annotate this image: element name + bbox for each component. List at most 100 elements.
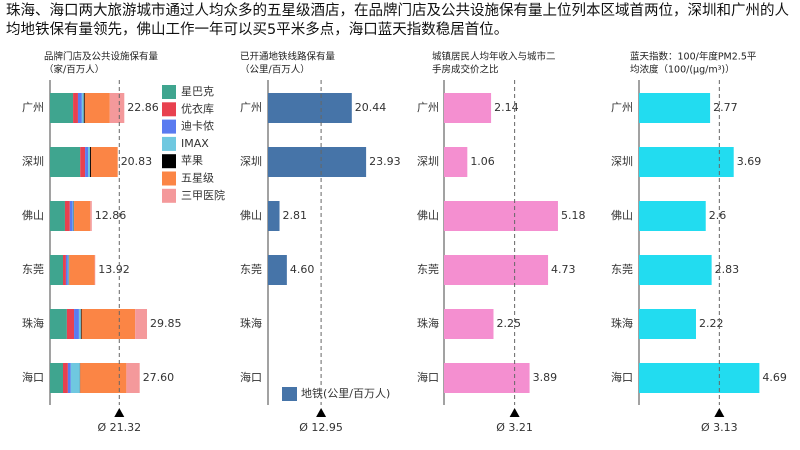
category-label: 深圳 (417, 155, 439, 168)
value-label: 4.73 (551, 263, 576, 276)
page-title: 珠海、海口两大旅游城市通过人均众多的五星级酒店，在品牌门店及公共设施保有量上位列… (6, 3, 789, 38)
total-label: 29.85 (150, 317, 182, 330)
bar-segment (50, 93, 74, 123)
category-label: 深圳 (240, 155, 262, 168)
bar (444, 309, 494, 339)
bar (444, 201, 558, 231)
category-label: 珠海 (22, 316, 44, 330)
panel-title: （家/百万人） (44, 64, 104, 76)
total-label: 20.83 (121, 155, 153, 168)
category-label: 海口 (240, 370, 262, 384)
legend-label: 星巴克 (181, 85, 214, 98)
category-label: 深圳 (611, 155, 633, 168)
mean-label: Ø 21.32 (97, 421, 141, 434)
total-label: 27.60 (143, 371, 175, 384)
bar-segment (84, 93, 110, 123)
legend-swatch (162, 171, 176, 186)
bar (444, 363, 530, 393)
category-label: 珠海 (611, 316, 633, 330)
legend-swatch (282, 387, 297, 401)
bar-segment (80, 147, 86, 177)
mean-marker (114, 408, 125, 417)
bar-segment (74, 201, 91, 231)
legend-swatch (162, 188, 176, 203)
legend-label: 五星级 (181, 172, 214, 185)
value-label: 5.18 (561, 209, 586, 222)
category-label: 广州 (417, 101, 439, 114)
bar (268, 147, 367, 177)
panel-title: 蓝天指数：100/年度PM2.5平 (630, 51, 757, 63)
bar-segment (80, 363, 127, 393)
total-label: 13.92 (98, 263, 129, 276)
bar (444, 147, 468, 177)
bar (639, 309, 696, 339)
legend-swatch (162, 136, 176, 151)
bar (444, 93, 492, 123)
panel-title: 均浓度（100/(μg/m³)） (630, 64, 735, 76)
bar (444, 255, 549, 285)
value-label: 23.93 (369, 155, 401, 168)
bar-segment (50, 201, 65, 231)
category-label: 海口 (417, 370, 439, 384)
legend-label: IMAX (181, 137, 209, 150)
category-label: 广州 (611, 101, 633, 114)
bar (639, 255, 712, 285)
category-label: 东莞 (22, 263, 44, 276)
bar-segment (90, 201, 92, 231)
bar-segment (64, 201, 70, 231)
bar-segment (67, 255, 69, 285)
mean-label: Ø 12.95 (299, 421, 343, 434)
category-label: 东莞 (611, 263, 633, 276)
value-label: 2.77 (713, 101, 738, 114)
bar-segment (69, 255, 95, 285)
legend-swatch (162, 119, 176, 134)
bar (268, 255, 287, 285)
legend-label: 优衣库 (181, 101, 214, 115)
value-label: 20.44 (355, 101, 387, 114)
panel-title: （公里/百万人） (240, 64, 310, 76)
bar-segment (63, 255, 66, 285)
bar-segment (94, 255, 96, 285)
bar-segment (126, 363, 140, 393)
bar (639, 147, 734, 177)
mean-label: Ø 3.13 (701, 421, 738, 434)
panel-title: 品牌门店及公共设施保有量 (44, 51, 159, 63)
panel-title: 城镇居民人均年收入与城市二 (432, 51, 556, 63)
mean-marker (714, 408, 725, 417)
legend-label: 迪卡侬 (181, 120, 214, 133)
bar-segment (135, 309, 148, 339)
value-label: 2.14 (494, 101, 518, 114)
value-label: 2.25 (497, 317, 522, 330)
bar-segment (50, 363, 63, 393)
bar-segment (81, 93, 84, 123)
category-label: 佛山 (22, 209, 44, 222)
category-label: 珠海 (240, 316, 262, 330)
bar-segment (70, 363, 80, 393)
category-label: 深圳 (22, 155, 44, 168)
bar-segment (67, 363, 71, 393)
category-label: 珠海 (417, 316, 439, 330)
bar-segment (77, 93, 82, 123)
panel-title: 手房成交价之比 (432, 64, 499, 76)
bar-segment (65, 255, 68, 285)
bar-segment (90, 147, 118, 177)
total-label: 12.86 (95, 209, 127, 222)
category-label: 东莞 (240, 263, 262, 276)
value-label: 2.81 (283, 209, 308, 222)
bar-segment (89, 147, 91, 177)
panel-title: 已开通地铁线路保有量 (240, 51, 336, 63)
category-label: 佛山 (417, 209, 439, 222)
total-label: 22.86 (127, 101, 159, 114)
category-label: 东莞 (417, 263, 439, 276)
value-label: 3.89 (533, 371, 558, 384)
bar-segment (73, 93, 78, 123)
bar-segment (109, 93, 125, 123)
category-label: 佛山 (240, 209, 262, 222)
bar (639, 93, 711, 123)
bar-segment (81, 309, 136, 339)
bar (268, 93, 352, 123)
legend-swatch (162, 154, 176, 169)
bar-segment (50, 309, 67, 339)
